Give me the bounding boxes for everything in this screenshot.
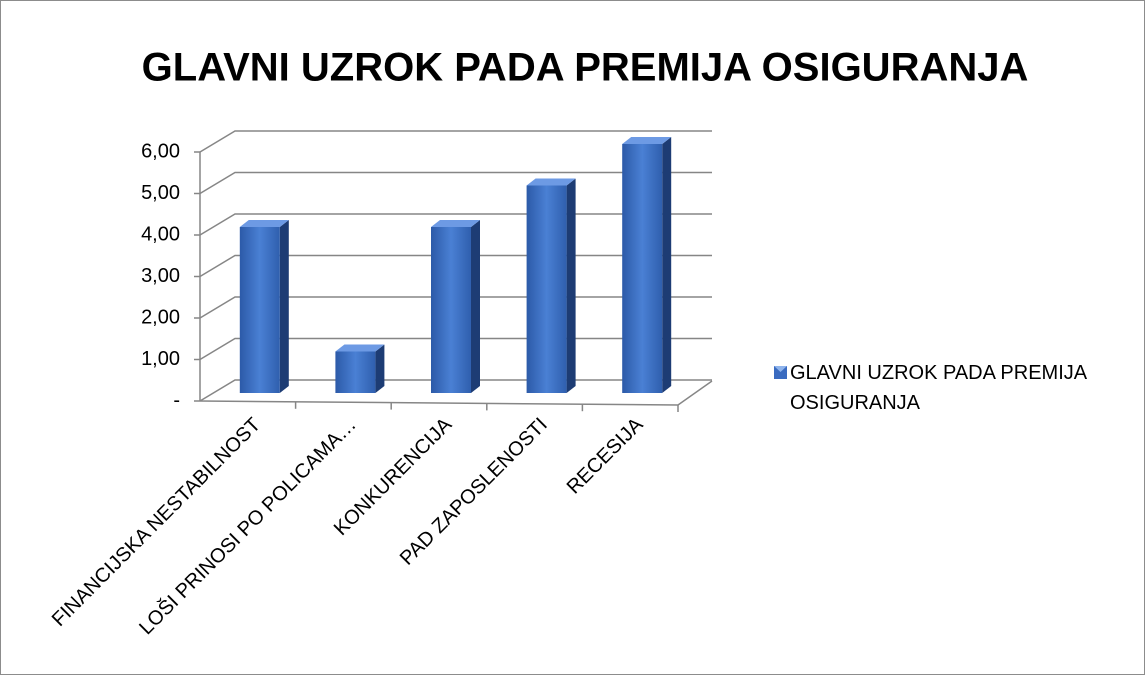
bar-side [375, 344, 385, 393]
bar [239, 220, 289, 393]
y-tick-label: 6,00 [141, 140, 180, 162]
legend-swatch-top [774, 366, 787, 372]
grid-line [199, 171, 712, 195]
bar-top [239, 220, 289, 227]
legend-swatch [774, 366, 787, 379]
chart-title: GLAVNI UZROK PADA PREMIJA OSIGURANJA [142, 46, 1029, 90]
y-tick-label: - [173, 389, 180, 411]
bar-side [279, 220, 289, 393]
bar-side [471, 220, 480, 393]
y-tick-label: 5,00 [141, 182, 180, 204]
y-tick-label: 4,00 [141, 223, 180, 245]
bar-front [431, 227, 471, 393]
bar-front [239, 227, 280, 393]
bar [622, 137, 672, 393]
bar-side [566, 178, 576, 393]
bar-front [622, 144, 663, 393]
bar-top [431, 220, 480, 227]
bar-front [526, 185, 567, 393]
bar-top [622, 137, 672, 144]
legend-label: GLAVNI UZROK PADA PREMIJA OSIGURANJA [790, 362, 1086, 414]
legend-marker [774, 366, 787, 379]
bar [431, 220, 480, 393]
bar-side [662, 137, 672, 393]
bar [335, 344, 385, 393]
bar [526, 178, 576, 393]
y-tick-label: 3,00 [141, 265, 180, 287]
bar-top [526, 178, 576, 186]
bar-top [335, 344, 385, 352]
grid-line [199, 130, 712, 153]
bar-front [335, 351, 376, 393]
y-tick-label: 1,00 [141, 348, 180, 370]
y-tick-label: 2,00 [141, 306, 180, 328]
